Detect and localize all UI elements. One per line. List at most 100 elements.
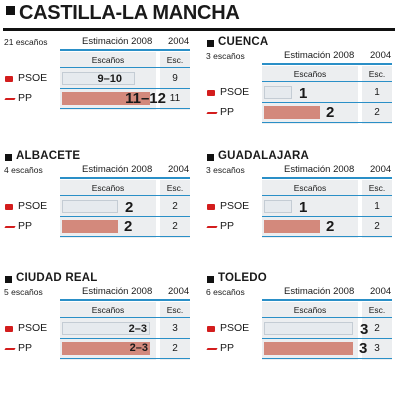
- year-2004-header: 2004: [370, 164, 391, 175]
- row-rule: [60, 108, 190, 109]
- row-rule: [262, 122, 392, 123]
- region-bullet: [207, 154, 214, 161]
- seats-total: 3 escaños: [206, 51, 245, 61]
- row-rule: [60, 358, 190, 359]
- esc-2004-value: 2: [362, 107, 392, 118]
- party-label: PSOE: [220, 200, 249, 212]
- pp-logo-icon: [207, 110, 217, 116]
- row-rule: [262, 338, 392, 339]
- chart-title: CASTILLA-LA MANCHA: [19, 2, 240, 25]
- seats-total: 6 escaños: [206, 287, 245, 297]
- pp-logo-icon: [5, 224, 15, 230]
- seat-estimate-label: 2: [124, 218, 132, 235]
- seat-bar: 2–3: [62, 322, 150, 335]
- psoe-logo-icon: [207, 204, 215, 210]
- header-rule: [60, 177, 190, 179]
- escanos-subheader: Escaños: [262, 183, 358, 193]
- esc-2004-value: 1: [362, 201, 392, 212]
- seat-bar: 1: [264, 200, 292, 213]
- seat-estimate-label: 9–10: [98, 73, 122, 85]
- year-2004-header: 2004: [168, 286, 189, 297]
- year-2004-header: 2004: [370, 50, 391, 61]
- psoe-logo-icon: [207, 90, 215, 96]
- region-panel: CUENCA 3 escaños Estimación 2008 2004 Escaño…: [206, 36, 396, 144]
- subheader-rule: [262, 317, 392, 318]
- esc-2004-value: 2: [160, 221, 190, 232]
- party-label: PSOE: [18, 322, 47, 334]
- psoe-logo-icon: [207, 326, 215, 332]
- escanos-subheader: Escaños: [60, 183, 156, 193]
- psoe-logo-icon: [5, 204, 13, 210]
- seat-estimate-label: 2: [326, 218, 334, 235]
- party-label: PP: [18, 342, 32, 354]
- party-label: PSOE: [220, 86, 249, 98]
- party-label: PSOE: [18, 200, 47, 212]
- seat-bar: 3: [264, 342, 353, 355]
- escanos-subheader: Escaños: [60, 305, 156, 315]
- pp-logo-icon: [207, 224, 217, 230]
- row-rule: [60, 216, 190, 217]
- header-rule: [262, 63, 392, 65]
- region-name: ALBACETE: [16, 150, 80, 162]
- estimate-header: Estimación 2008: [284, 286, 354, 297]
- estimate-header: Estimación 2008: [82, 164, 152, 175]
- region-panel: ALBACETE 4 escaños Estimación 2008 2004 Esca…: [4, 150, 194, 258]
- pp-logo-icon: [207, 346, 217, 352]
- region-name: CIUDAD REAL: [16, 272, 97, 284]
- seat-bar: 2–3: [62, 342, 150, 355]
- esc-2004-value: 2: [160, 343, 190, 354]
- region-panel: GUADALAJARA 3 escaños Estimación 2008 2004 E…: [206, 150, 396, 258]
- party-label: PP: [220, 342, 234, 354]
- seat-estimate-label: 1: [299, 85, 307, 102]
- row-rule: [262, 216, 392, 217]
- estimate-header: Estimación 2008: [284, 50, 354, 61]
- seats-total: 21 escaños: [4, 37, 47, 47]
- seat-estimate-label: 2: [125, 199, 133, 216]
- header-rule: [262, 177, 392, 179]
- escanos-subheader: Escaños: [60, 55, 156, 65]
- year-2004-header: 2004: [168, 164, 189, 175]
- seat-bar: 1: [264, 86, 292, 99]
- region-name: TOLEDO: [218, 272, 267, 284]
- row-rule: [262, 102, 392, 103]
- escanos-subheader: Escaños: [262, 305, 358, 315]
- region-bullet: [207, 40, 214, 47]
- estimate-header: Estimación 2008: [82, 36, 152, 47]
- region-bullet: [5, 154, 12, 161]
- seat-bar: 2: [264, 220, 320, 233]
- seats-total: 4 escaños: [4, 165, 43, 175]
- esc-2004-value: 11: [160, 93, 190, 104]
- seats-total: 3 escaños: [206, 165, 245, 175]
- seat-bar: 2: [264, 106, 320, 119]
- esc-2004-value: 3: [362, 343, 392, 354]
- seat-bar: 9–10: [62, 72, 135, 85]
- subheader-rule: [60, 195, 190, 196]
- row-rule: [60, 236, 190, 237]
- subheader-rule: [60, 317, 190, 318]
- seat-estimate-label: 1: [299, 199, 307, 216]
- region-name: CUENCA: [218, 36, 268, 48]
- subheader-rule: [60, 67, 190, 68]
- seat-estimate-label: 2–3: [129, 323, 147, 335]
- esc-2004-value: 3: [160, 323, 190, 334]
- year-2004-header: 2004: [168, 36, 189, 47]
- region-panel: TOLEDO 6 escaños Estimación 2008 2004 Escaño…: [206, 272, 396, 380]
- row-rule: [262, 358, 392, 359]
- pp-logo-icon: [5, 346, 15, 352]
- row-rule: [60, 338, 190, 339]
- esc-subheader: Esc.: [160, 305, 190, 315]
- party-label: PP: [18, 92, 32, 104]
- esc-subheader: Esc.: [362, 69, 392, 79]
- seat-bar: 2: [62, 220, 118, 233]
- title-bullet: [6, 6, 15, 15]
- esc-2004-value: 1: [362, 87, 392, 98]
- party-label: PSOE: [18, 72, 47, 84]
- header-rule: [262, 299, 392, 301]
- esc-subheader: Esc.: [160, 55, 190, 65]
- region-panel: CIUDAD REAL 5 escaños Estimación 2008 2004 E…: [4, 272, 194, 380]
- seat-estimate-label: 2: [326, 104, 334, 121]
- psoe-logo-icon: [5, 326, 13, 332]
- header-rule: [60, 49, 190, 51]
- esc-2004-value: 2: [362, 323, 392, 334]
- esc-subheader: Esc.: [160, 183, 190, 193]
